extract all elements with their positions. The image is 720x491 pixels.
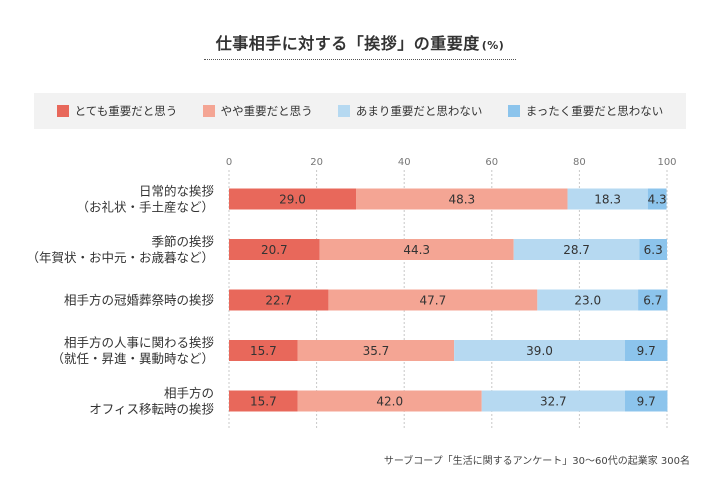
data-label-2-2: 23.0	[574, 294, 601, 308]
bar-4-3	[624, 390, 668, 412]
data-label-1-2: 28.7	[563, 243, 590, 257]
data-label-0-2: 18.3	[594, 193, 621, 207]
category-label-0-1: （お礼状・手土産など）	[76, 200, 214, 215]
category-label-3-1: （就任・昇進・異動時など）	[51, 351, 214, 366]
bar-0-1	[356, 188, 568, 210]
chart-unit: (%)	[481, 39, 505, 52]
data-label-1-0: 20.7	[261, 243, 288, 257]
bar-2-1	[328, 289, 538, 311]
bar-1-1	[319, 239, 514, 260]
bar-1-0	[229, 239, 320, 260]
data-label-2-0: 22.7	[265, 294, 292, 308]
data-label-3-0: 15.7	[250, 344, 277, 358]
x-tick-label-1: 20	[310, 157, 323, 168]
chart-title-text: 仕事相手に対する「挨拶」の重要度	[215, 34, 480, 53]
legend-label-2: あまり重要だと思わない	[355, 104, 483, 118]
legend-label-1: やや重要だと思う	[220, 104, 313, 118]
data-label-3-3: 9.7	[637, 344, 656, 358]
legend-item-0: とても重要だと思う	[56, 103, 178, 119]
data-label-0-0: 29.0	[279, 193, 306, 207]
legend-swatch-3	[507, 105, 520, 117]
category-label-0-0: 日常的な挨拶	[139, 184, 215, 199]
bar-1-2	[513, 239, 640, 260]
chart-title: 仕事相手に対する「挨拶」の重要度 (%)	[216, 34, 505, 53]
category-label-4-1: オフィス移転時の挨拶	[89, 402, 214, 417]
legend-item-2: あまり重要だと思わない	[337, 103, 483, 119]
x-tick-label-0: 0	[226, 157, 232, 168]
bar-0-3	[647, 188, 667, 210]
legend-item-3: まったく重要だと思わない	[507, 103, 664, 119]
category-label-1-0: 季節の挨拶	[151, 234, 214, 249]
bar-2-2	[537, 289, 639, 311]
bar-3-2	[454, 340, 625, 361]
data-label-1-1: 44.3	[403, 243, 430, 257]
category-label-4-0: 相手方の	[164, 386, 214, 401]
chart-title-wrap: 仕事相手に対する「挨拶」の重要度 (%)	[0, 30, 720, 54]
data-label-4-2: 32.7	[540, 395, 567, 409]
legend-swatch-2	[337, 105, 350, 117]
data-label-3-2: 39.0	[526, 344, 553, 358]
bar-0-2	[567, 188, 648, 210]
legend-swatch-1	[202, 105, 215, 117]
legend-label-0: とても重要だと思う	[74, 104, 178, 118]
data-label-0-3: 4.3	[648, 193, 667, 207]
legend: とても重要だと思う やや重要だと思う あまり重要だと思わない まったく重要だと思わない	[34, 93, 686, 129]
bar-0-0	[229, 188, 357, 210]
data-label-4-1: 42.0	[376, 395, 403, 409]
bar-3-0	[229, 340, 298, 361]
bar-4-0	[229, 390, 298, 412]
x-tick-label-3: 60	[485, 157, 498, 168]
bar-4-1	[297, 390, 482, 412]
title-underline	[204, 59, 516, 60]
data-label-0-1: 48.3	[448, 193, 475, 207]
category-label-1-1: （年賀状・お中元・お歳暮など）	[26, 250, 214, 265]
legend-swatch-0	[56, 105, 69, 117]
x-tick-label-4: 80	[573, 157, 586, 168]
bar-3-1	[297, 340, 455, 361]
data-label-4-3: 9.7	[637, 395, 656, 409]
bar-4-2	[481, 390, 625, 412]
data-label-1-3: 6.3	[644, 243, 663, 257]
x-tick-label-2: 40	[398, 157, 411, 168]
category-label-3-0: 相手方の人事に関わる挨拶	[64, 335, 215, 350]
x-tick-label-5: 100	[657, 157, 676, 168]
bar-2-0	[229, 289, 329, 311]
legend-label-3: まったく重要だと思わない	[525, 104, 664, 118]
data-label-4-0: 15.7	[250, 395, 277, 409]
data-label-2-1: 47.7	[420, 294, 447, 308]
data-label-2-3: 6.7	[643, 294, 662, 308]
source-note: サーブコープ「生活に関するアンケート」30〜60代の起業家 300名	[383, 456, 690, 467]
data-label-3-1: 35.7	[363, 344, 390, 358]
category-label-2-0: 相手方の冠婚葬祭時の挨拶	[64, 293, 215, 308]
bar-2-3	[638, 289, 668, 311]
legend-item-1: やや重要だと思う	[202, 103, 313, 119]
bar-1-3	[639, 239, 667, 260]
bar-3-3	[624, 340, 668, 361]
